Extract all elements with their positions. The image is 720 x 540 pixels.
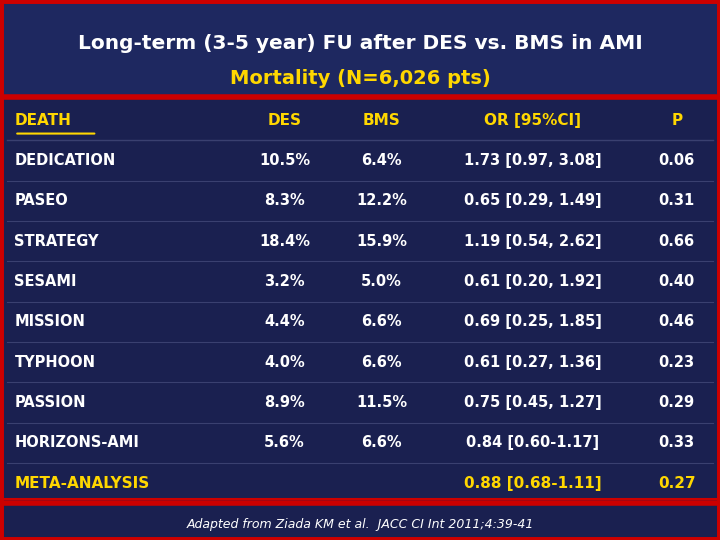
Text: Mortality (N=6,026 pts): Mortality (N=6,026 pts) (230, 69, 490, 88)
Text: 0.31: 0.31 (659, 193, 695, 208)
Text: 0.66: 0.66 (659, 234, 695, 248)
Text: DES: DES (267, 112, 302, 127)
Text: 8.9%: 8.9% (264, 395, 305, 410)
Text: MISSION: MISSION (14, 314, 85, 329)
Text: 11.5%: 11.5% (356, 395, 408, 410)
Text: 0.88 [0.68-1.11]: 0.88 [0.68-1.11] (464, 476, 602, 491)
Text: Long-term (3-5 year) FU after DES vs. BMS in AMI: Long-term (3-5 year) FU after DES vs. BM… (78, 33, 642, 53)
Text: 18.4%: 18.4% (259, 234, 310, 248)
Text: DEATH: DEATH (14, 112, 71, 127)
Text: 0.84 [0.60-1.17]: 0.84 [0.60-1.17] (467, 435, 599, 450)
Text: DEDICATION: DEDICATION (14, 153, 116, 168)
Text: 0.69 [0.25, 1.85]: 0.69 [0.25, 1.85] (464, 314, 602, 329)
FancyBboxPatch shape (0, 0, 720, 97)
Text: 5.0%: 5.0% (361, 274, 402, 289)
Text: BMS: BMS (363, 112, 400, 127)
Text: PASSION: PASSION (14, 395, 86, 410)
Text: TYPHOON: TYPHOON (14, 355, 95, 369)
Text: PASEO: PASEO (14, 193, 68, 208)
Text: 1.73 [0.97, 3.08]: 1.73 [0.97, 3.08] (464, 153, 602, 168)
Text: 0.33: 0.33 (659, 435, 695, 450)
Text: 6.6%: 6.6% (361, 355, 402, 369)
Text: SESAMI: SESAMI (14, 274, 77, 289)
Text: P: P (671, 112, 683, 127)
Text: 5.6%: 5.6% (264, 435, 305, 450)
Text: 15.9%: 15.9% (356, 234, 407, 248)
Text: 0.46: 0.46 (659, 314, 695, 329)
Text: 6.4%: 6.4% (361, 153, 402, 168)
Text: 10.5%: 10.5% (258, 153, 310, 168)
Text: STRATEGY: STRATEGY (14, 234, 99, 248)
Text: 0.75 [0.45, 1.27]: 0.75 [0.45, 1.27] (464, 395, 602, 410)
Text: 0.61 [0.20, 1.92]: 0.61 [0.20, 1.92] (464, 274, 602, 289)
Text: 6.6%: 6.6% (361, 314, 402, 329)
Text: 4.4%: 4.4% (264, 314, 305, 329)
Text: 8.3%: 8.3% (264, 193, 305, 208)
Text: 0.65 [0.29, 1.49]: 0.65 [0.29, 1.49] (464, 193, 602, 208)
Text: Adapted from Ziada KM et al.  JACC CI Int 2011;4:39-41: Adapted from Ziada KM et al. JACC CI Int… (186, 518, 534, 531)
Text: META-ANALYSIS: META-ANALYSIS (14, 476, 150, 491)
Text: 0.29: 0.29 (659, 395, 695, 410)
Text: 1.19 [0.54, 2.62]: 1.19 [0.54, 2.62] (464, 234, 602, 248)
Text: 0.40: 0.40 (659, 274, 695, 289)
Text: 0.23: 0.23 (659, 355, 695, 369)
Text: OR [95%CI]: OR [95%CI] (485, 112, 581, 127)
Text: 4.0%: 4.0% (264, 355, 305, 369)
Text: 0.61 [0.27, 1.36]: 0.61 [0.27, 1.36] (464, 355, 602, 369)
Text: HORIZONS-AMI: HORIZONS-AMI (14, 435, 139, 450)
Text: 6.6%: 6.6% (361, 435, 402, 450)
Text: 0.06: 0.06 (659, 153, 695, 168)
Text: 12.2%: 12.2% (356, 193, 407, 208)
Text: 3.2%: 3.2% (264, 274, 305, 289)
Text: 0.27: 0.27 (658, 476, 696, 491)
